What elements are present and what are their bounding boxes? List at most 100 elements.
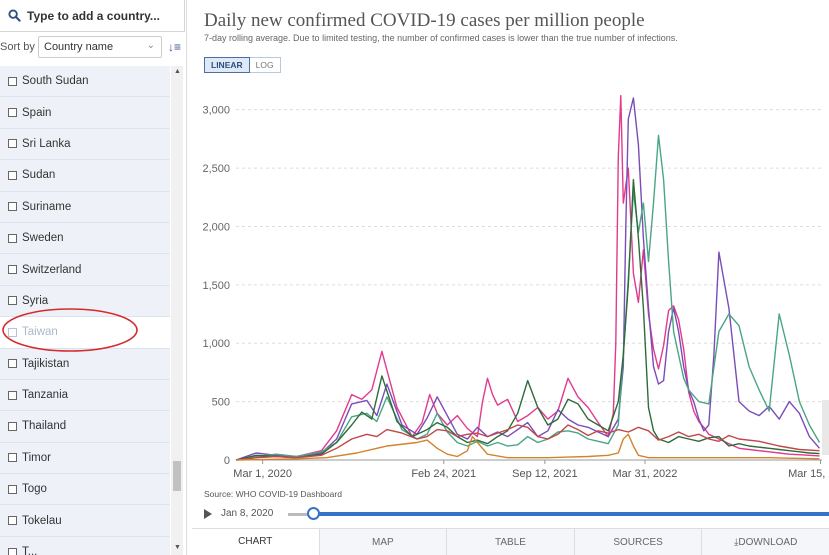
checkbox[interactable]	[8, 453, 17, 463]
country-list-item[interactable]: Taiwan	[0, 317, 170, 349]
y-tick-label: 2,500	[202, 163, 230, 175]
series-line-4	[235, 178, 820, 461]
checkbox[interactable]	[8, 76, 17, 86]
line-chart: 0 500 1,000 1,500 2,000 2,500 3,000 Mar 1, 2020…	[202, 94, 829, 480]
country-list-item[interactable]: Sudan	[0, 160, 170, 192]
chevron-down-icon: ⌄	[146, 40, 155, 51]
country-list-item[interactable]: Tajikistan	[0, 349, 170, 380]
checkbox[interactable]	[8, 516, 17, 526]
country-name: Taiwan	[22, 326, 58, 339]
checkbox[interactable]	[8, 547, 17, 555]
x-tick-label: Feb 24, 2021	[411, 468, 476, 480]
country-name: Sweden	[22, 232, 64, 245]
divider	[186, 0, 187, 555]
country-name: Syria	[22, 294, 49, 307]
checkbox[interactable]	[8, 484, 17, 494]
country-name: Sri Lanka	[22, 137, 71, 150]
country-list-item[interactable]: Spain	[0, 97, 170, 129]
country-name: Togo	[22, 483, 47, 496]
checkbox[interactable]	[8, 233, 17, 243]
country-name: Thailand	[22, 420, 67, 433]
country-list-item[interactable]: Sri Lanka	[0, 129, 170, 161]
search-bar[interactable]	[0, 0, 185, 32]
checkbox[interactable]	[8, 170, 17, 180]
sort-desc-icon[interactable]: ↓≡	[168, 40, 182, 54]
y-tick-label: 3,000	[202, 105, 230, 117]
country-list-item[interactable]: Tanzania	[0, 380, 170, 412]
search-input[interactable]	[27, 8, 177, 23]
x-tick-label: Mar 15, 2023	[788, 468, 829, 480]
log-button[interactable]: LOG	[249, 57, 281, 73]
checkbox[interactable]	[8, 327, 17, 337]
timeline-start-date: Jan 8, 2020	[221, 508, 274, 519]
tab-label: TABLE	[495, 536, 526, 548]
checkbox[interactable]	[8, 202, 17, 212]
sort-select[interactable]: Country name ⌄	[38, 36, 162, 58]
series-line-2	[235, 97, 821, 461]
sort-label: Sort by	[0, 41, 35, 53]
country-name: T...	[22, 546, 38, 555]
download-icon: ⤓	[734, 536, 739, 548]
tab-sources[interactable]: SOURCES	[573, 529, 702, 555]
series-line-6	[235, 433, 820, 461]
x-tick-label: Mar 1, 2020	[233, 468, 292, 480]
country-list-item[interactable]: Sweden	[0, 223, 170, 255]
series-line-1	[235, 94, 820, 461]
scrollbar-thumb[interactable]	[173, 461, 181, 491]
checkbox[interactable]	[8, 359, 17, 369]
country-list: South Sudan Spain Sri Lanka Sudan Suriname Sw…	[0, 66, 170, 555]
country-list-scrollbar[interactable]: ▲ ▼	[171, 66, 183, 555]
checkbox[interactable]	[8, 265, 17, 275]
chart-subtitle: 7-day rolling average. Due to limited te…	[204, 33, 678, 43]
timeline-track[interactable]	[310, 512, 829, 516]
scroll-down-icon[interactable]: ▼	[174, 544, 181, 551]
y-tick-label: 2,000	[202, 221, 230, 233]
tab-table[interactable]: TABLE	[446, 529, 574, 555]
linear-button[interactable]: LINEAR	[204, 57, 250, 73]
checkbox[interactable]	[8, 108, 17, 118]
country-name: Tanzania	[22, 389, 69, 402]
search-icon	[8, 9, 21, 22]
country-list-item[interactable]: Tokelau	[0, 505, 170, 537]
tab-label: CHART	[238, 535, 273, 547]
country-name: Tokelau	[22, 514, 62, 527]
tab-chart[interactable]: CHART	[192, 529, 319, 555]
country-name: Spain	[22, 106, 52, 119]
y-tick-label: 1,500	[202, 280, 230, 292]
country-list-item[interactable]: Syria	[0, 286, 170, 318]
annotation-ellipse-shape	[2, 308, 138, 352]
tab-label: MAP	[372, 536, 394, 548]
checkbox[interactable]	[8, 390, 17, 400]
country-name: Sudan	[22, 169, 56, 182]
tab-download[interactable]: ⤓ DOWNLOAD	[701, 529, 829, 555]
sort-value: Country name	[44, 41, 114, 53]
series-line-3	[235, 134, 821, 461]
checkbox[interactable]	[8, 139, 17, 149]
country-list-item[interactable]: Switzerland	[0, 254, 170, 286]
checkbox[interactable]	[8, 296, 17, 306]
timeline: Jan 8, 2020	[204, 506, 829, 524]
tab-map[interactable]: MAP	[318, 529, 447, 555]
country-list-item[interactable]: T...	[0, 537, 170, 555]
scroll-up-icon[interactable]: ▲	[174, 68, 181, 75]
country-name: South Sudan	[22, 75, 89, 88]
timeline-track-start	[288, 513, 310, 516]
country-list-item[interactable]: Thailand	[0, 411, 170, 443]
country-name: Tajikistan	[22, 357, 70, 370]
country-list-item[interactable]: Suriname	[0, 192, 170, 223]
scale-toggle: LINEAR LOG	[204, 57, 281, 73]
checkbox[interactable]	[8, 421, 17, 431]
timeline-start-handle[interactable]	[307, 507, 320, 520]
y-tick-label: 1,000	[202, 338, 230, 350]
country-list-item[interactable]: South Sudan	[0, 66, 170, 98]
country-list-item[interactable]: Togo	[0, 474, 170, 506]
chart-edge-scrollbar	[822, 400, 829, 455]
country-list-item[interactable]: Timor	[0, 443, 170, 475]
series-line-5	[235, 424, 820, 461]
play-icon[interactable]	[204, 509, 212, 519]
chart-title: Daily new confirmed COVID-19 cases per m…	[204, 10, 645, 31]
country-name: Suriname	[22, 200, 72, 213]
annotation-ellipse	[2, 308, 138, 352]
country-name: Switzerland	[22, 263, 82, 276]
chart-source: Source: WHO COVID-19 Dashboard	[204, 489, 342, 499]
